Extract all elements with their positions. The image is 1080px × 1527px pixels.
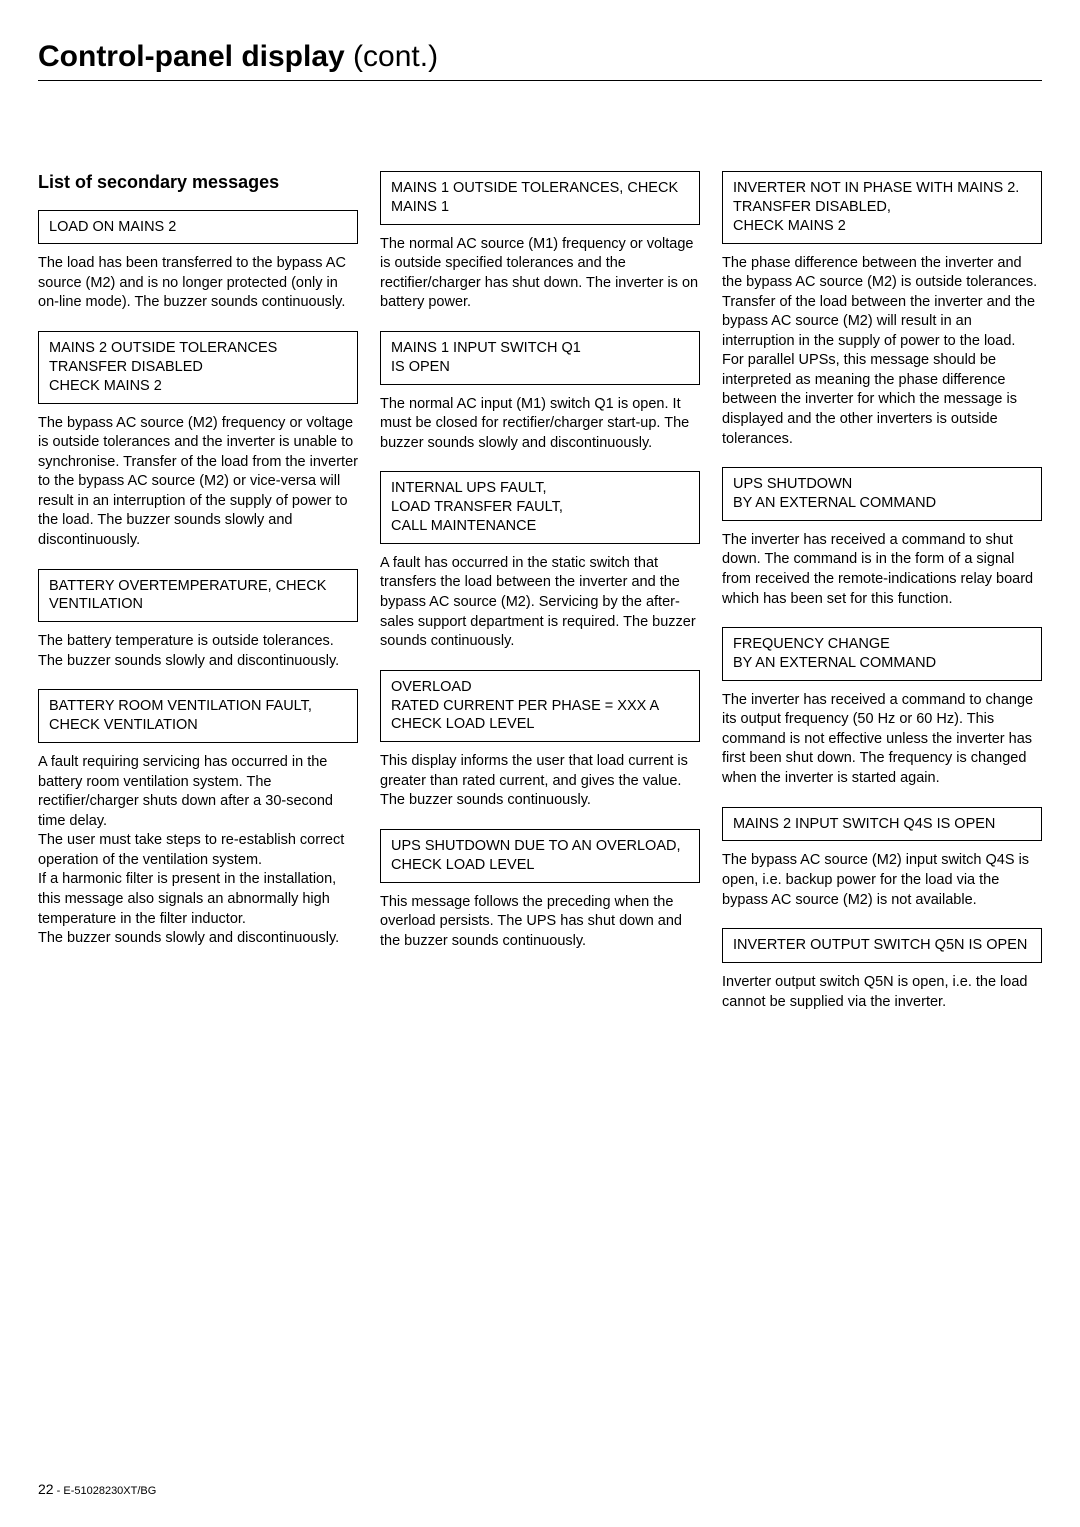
message-box: MAINS 1 OUTSIDE TOLERANCES, CHECK MAINS … — [380, 171, 700, 225]
message-box: UPS SHUTDOWNBY AN EXTERNAL COMMAND — [722, 467, 1042, 521]
message-box: MAINS 2 INPUT SWITCH Q4S IS OPEN — [722, 807, 1042, 842]
message-box: BATTERY OVERTEMPERATURE, CHECK VENTILATI… — [38, 569, 358, 623]
column-1: List of secondary messages LOAD ON MAINS… — [38, 171, 358, 1030]
section-title: List of secondary messages — [38, 171, 358, 194]
paragraph: For parallel UPSs, this message should b… — [722, 351, 1042, 449]
body-text: Inverter output switch Q5N is open, i.e.… — [722, 973, 1042, 1012]
message-box: MAINS 2 OUTSIDE TOLERANCES TRANSFER DISA… — [38, 331, 358, 404]
paragraph: The phase difference between the inverte… — [722, 254, 1042, 352]
footer-code: E-51028230XT/BG — [63, 1485, 156, 1497]
column-3: INVERTER NOT IN PHASE WITH MAINS 2.TRANS… — [722, 171, 1042, 1030]
message-box: INTERNAL UPS FAULT,LOAD TRANSFER FAULT,C… — [380, 471, 700, 544]
message-box: MAINS 1 INPUT SWITCH Q1IS OPEN — [380, 331, 700, 385]
title-main: Control-panel display — [38, 40, 345, 73]
message-box: INVERTER OUTPUT SWITCH Q5N IS OPEN — [722, 928, 1042, 963]
paragraph: A fault requiring servicing has occurred… — [38, 753, 358, 831]
body-text: This message follows the preceding when … — [380, 893, 700, 952]
title-rule — [38, 80, 1042, 81]
page-title: Control-panel display (cont.) — [38, 40, 1042, 74]
page-number: 22 — [38, 1481, 54, 1497]
page-footer: 22 - E-51028230XT/BG — [38, 1481, 156, 1497]
body-text: The battery temperature is outside toler… — [38, 632, 358, 671]
column-2: MAINS 1 OUTSIDE TOLERANCES, CHECK MAINS … — [380, 171, 700, 1030]
body-text: The bypass AC source (M2) input switch Q… — [722, 851, 1042, 910]
body-text: A fault has occurred in the static switc… — [380, 554, 700, 652]
message-box: FREQUENCY CHANGEBY AN EXTERNAL COMMAND — [722, 627, 1042, 681]
title-cont: (cont.) — [345, 40, 438, 73]
message-box: BATTERY ROOM VENTILATION FAULT,CHECK VEN… — [38, 689, 358, 743]
message-box: INVERTER NOT IN PHASE WITH MAINS 2.TRANS… — [722, 171, 1042, 244]
message-box: LOAD ON MAINS 2 — [38, 210, 358, 245]
paragraph: If a harmonic filter is present in the i… — [38, 870, 358, 929]
content-columns: List of secondary messages LOAD ON MAINS… — [38, 171, 1042, 1030]
body-text: The phase difference between the inverte… — [722, 254, 1042, 450]
paragraph: The buzzer sounds slowly and discontinuo… — [38, 929, 358, 949]
message-box: OVERLOADRATED CURRENT PER PHASE = XXX AC… — [380, 670, 700, 743]
body-text: The normal AC source (M1) frequency or v… — [380, 235, 700, 313]
body-text: The inverter has received a command to s… — [722, 531, 1042, 609]
body-text: This display informs the user that load … — [380, 752, 700, 811]
footer-sep: - — [54, 1485, 64, 1497]
body-text: A fault requiring servicing has occurred… — [38, 753, 358, 949]
message-box: UPS SHUTDOWN DUE TO AN OVERLOAD,CHECK LO… — [380, 829, 700, 883]
body-text: The bypass AC source (M2) frequency or v… — [38, 414, 358, 551]
body-text: The inverter has received a command to c… — [722, 691, 1042, 789]
paragraph: The user must take steps to re-establish… — [38, 831, 358, 870]
body-text: The normal AC input (M1) switch Q1 is op… — [380, 395, 700, 454]
body-text: The load has been transferred to the byp… — [38, 254, 358, 313]
